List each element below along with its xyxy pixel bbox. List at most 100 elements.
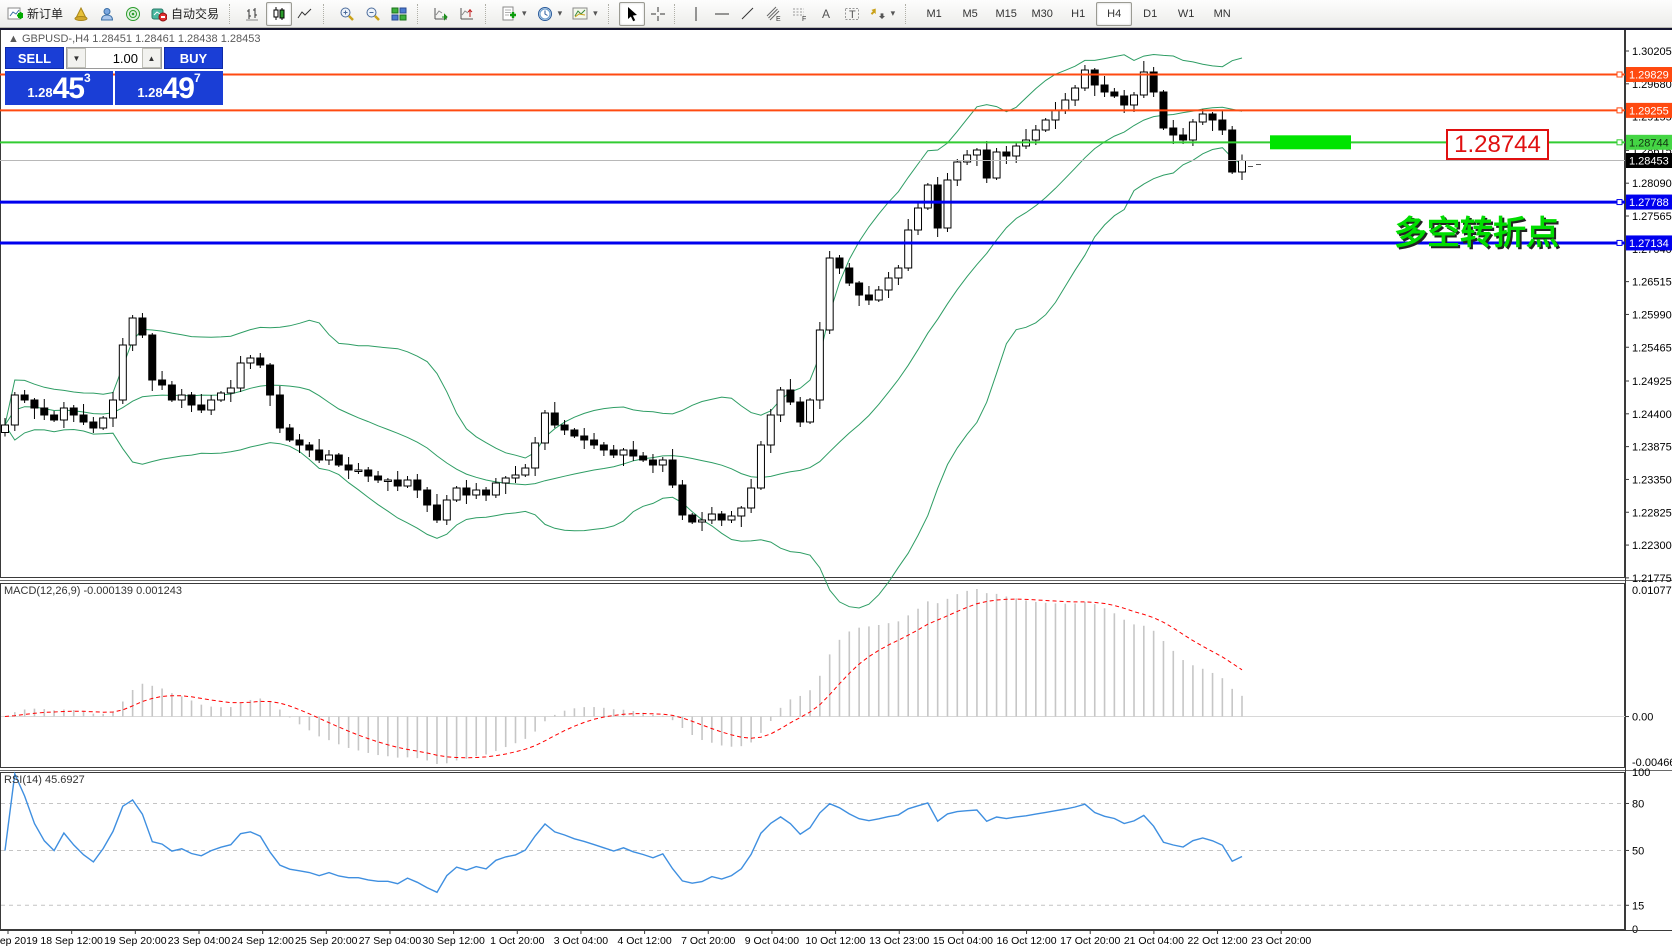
- community-button[interactable]: [94, 2, 120, 26]
- sell-button[interactable]: SELL: [5, 47, 64, 69]
- timeframe-m5-button[interactable]: M5: [962, 7, 978, 20]
- timeframe-m30-button[interactable]: M30: [1031, 7, 1053, 20]
- toolbar-separator: [673, 3, 680, 24]
- arrows-icon: [870, 7, 885, 19]
- toolbar-separator: [323, 3, 329, 24]
- dropdown-arrow-icon: ▾: [890, 8, 896, 18]
- line-chart-icon: [297, 8, 312, 18]
- svg-text:100: 100: [1632, 767, 1650, 779]
- svg-text:30 Sep 12:00: 30 Sep 12:00: [422, 935, 485, 947]
- periods-button[interactable]: ▾: [532, 2, 568, 26]
- horizontal-line-button[interactable]: [709, 2, 735, 26]
- toolbar-group-zoom: [332, 0, 414, 27]
- svg-text:23 Sep 04:00: 23 Sep 04:00: [168, 935, 231, 947]
- timeframe-w1-button[interactable]: W1: [1177, 7, 1195, 20]
- svg-text:80: 80: [1632, 798, 1644, 810]
- indicators-button[interactable]: ▾: [496, 2, 532, 26]
- timeframe-d1-button[interactable]: D1: [1143, 7, 1158, 20]
- arrows-button[interactable]: ▾: [865, 2, 901, 26]
- timeframe-h4-button[interactable]: H4: [1096, 1, 1133, 26]
- equidistant-channel-button[interactable]: E: [761, 2, 787, 26]
- zoom-in-button[interactable]: [334, 2, 360, 26]
- toolbar-separator: [607, 3, 614, 24]
- svg-text:1.24925: 1.24925: [1632, 376, 1672, 388]
- buy-button[interactable]: BUY: [164, 47, 223, 69]
- line-chart-button[interactable]: [292, 2, 318, 26]
- svg-text:19 Sep 20:00: 19 Sep 20:00: [104, 935, 167, 947]
- vertical-line-button[interactable]: [683, 2, 709, 26]
- svg-text:1.25465: 1.25465: [1632, 342, 1672, 354]
- candles-layer: [1, 61, 1246, 531]
- dropdown-arrow-icon: ▾: [522, 8, 527, 18]
- new-order-label: 新订单: [27, 7, 64, 21]
- candlestick-chart-button[interactable]: [266, 1, 293, 26]
- turning-point-annotation[interactable]: 多空转折点: [1394, 214, 1559, 251]
- tile-windows-button[interactable]: [386, 2, 412, 26]
- hline-objects-layer: [0, 71, 1625, 246]
- chart-shift-icon: [460, 7, 474, 19]
- crosshair-button[interactable]: [645, 2, 671, 26]
- svg-text:18 Sep 12:00: 18 Sep 12:00: [40, 935, 103, 947]
- buy-price-box[interactable]: 1.28 49 7: [115, 71, 223, 105]
- sell-price-box[interactable]: 1.28 45 3: [5, 71, 113, 105]
- toolbar-group-objects: E F A T ▾: [617, 0, 903, 27]
- buy-price-small: 1.28: [137, 85, 163, 100]
- cursor-icon: [627, 6, 637, 21]
- autotrading-button[interactable]: 自动交易: [146, 2, 224, 26]
- signals-icon: [126, 6, 141, 21]
- svg-text:10 Oct 12:00: 10 Oct 12:00: [806, 935, 866, 947]
- svg-text:21 Oct 04:00: 21 Oct 04:00: [1124, 935, 1184, 947]
- toolbar-group-lists: ▾ ▾ ▾: [494, 0, 605, 27]
- new-order-button[interactable]: 新订单: [2, 2, 68, 26]
- indicators-icon: [502, 6, 517, 20]
- timeframe-m1-button[interactable]: M1: [926, 7, 942, 20]
- toolbar-separator: [485, 3, 491, 24]
- volume-step-up-button[interactable]: ▲: [142, 48, 161, 68]
- templates-icon: [572, 7, 588, 19]
- volume-step-down-button[interactable]: ▼: [67, 48, 86, 68]
- text-label-icon: T: [844, 7, 859, 21]
- green-zone-rect[interactable]: [1270, 135, 1351, 150]
- auto-scroll-button[interactable]: [428, 2, 454, 26]
- toolbar-separator: [905, 3, 911, 24]
- svg-text:1.22825: 1.22825: [1632, 507, 1672, 519]
- svg-text:25 Sep 20:00: 25 Sep 20:00: [295, 935, 358, 947]
- text-label-button[interactable]: T: [839, 2, 865, 26]
- svg-text:15 Oct 04:00: 15 Oct 04:00: [933, 935, 993, 947]
- symbol-header: ▲ GBPUSD-,H4 1.28451 1.28461 1.28438 1.2…: [8, 33, 261, 45]
- trade-panel-prices: 1.28 45 3 1.28 49 7: [5, 71, 223, 105]
- horizontal-line-icon: [714, 13, 729, 14]
- svg-text:27 Sep 04:00: 27 Sep 04:00: [359, 935, 422, 947]
- timeframe-mn-button[interactable]: MN: [1213, 7, 1231, 20]
- svg-text:50: 50: [1632, 845, 1644, 857]
- text-button[interactable]: A: [813, 2, 839, 26]
- tile-windows-icon: [391, 7, 407, 20]
- svg-text:9 Oct 04:00: 9 Oct 04:00: [745, 935, 799, 947]
- dropdown-arrow-icon: ▾: [593, 8, 598, 18]
- svg-text:1.22300: 1.22300: [1632, 540, 1672, 552]
- zoom-out-button[interactable]: [360, 2, 386, 26]
- sell-price-big: 45: [52, 72, 85, 105]
- templates-button[interactable]: ▾: [567, 2, 603, 26]
- fibonacci-button[interactable]: F: [787, 2, 813, 26]
- cursor-button[interactable]: [618, 1, 645, 26]
- svg-text:16 Oct 12:00: 16 Oct 12:00: [996, 935, 1056, 947]
- toolbar-edge: [0, 28, 1672, 30]
- svg-text:4 Oct 12:00: 4 Oct 12:00: [617, 935, 671, 947]
- chart-shift-button[interactable]: [454, 2, 480, 26]
- bar-chart-button[interactable]: [240, 2, 266, 26]
- timeframe-m15-button[interactable]: M15: [995, 7, 1017, 20]
- trendline-button[interactable]: [735, 2, 761, 26]
- community-icon: [101, 7, 114, 20]
- styler-button[interactable]: [68, 2, 94, 26]
- price-callout-box[interactable]: 1.28744: [1446, 129, 1549, 160]
- signals-button[interactable]: [120, 2, 146, 26]
- new-order-icon: [7, 7, 23, 19]
- toolbar-separator: [417, 3, 423, 24]
- volume-input[interactable]: [86, 48, 142, 68]
- timeframe-h1-button[interactable]: H1: [1071, 7, 1086, 20]
- autotrading-label: 自动交易: [171, 7, 220, 21]
- svg-text:E: E: [776, 16, 781, 22]
